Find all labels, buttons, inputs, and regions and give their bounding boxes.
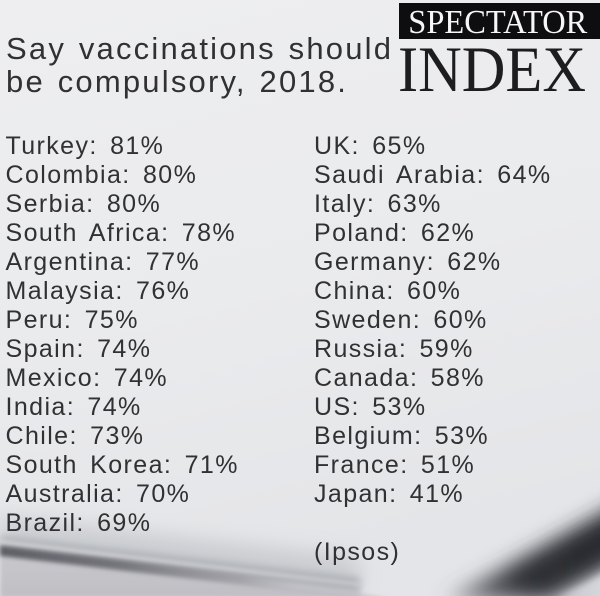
svg-text:INDEX: INDEX [398,34,586,106]
svg-text:SPECTATOR: SPECTATOR [408,4,587,41]
